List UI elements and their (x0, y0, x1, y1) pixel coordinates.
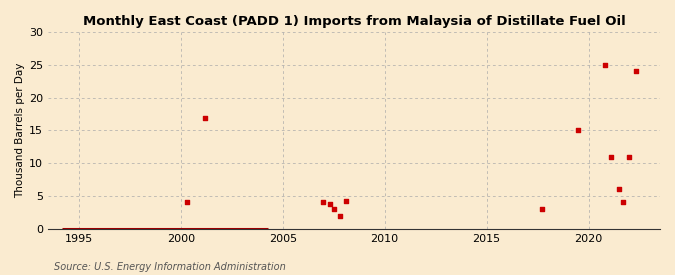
Point (630, 69, 641, 73)
Text: Source: U.S. Energy Information Administration: Source: U.S. Energy Information Administ… (54, 262, 286, 272)
Title: Monthly East Coast (PADD 1) Imports from Malaysia of Distillate Fuel Oil: Monthly East Coast (PADD 1) Imports from… (83, 15, 626, 28)
Point (605, 154, 616, 159)
Point (618, 200, 628, 205)
Point (614, 187, 624, 191)
Point (324, 202, 335, 206)
Point (318, 200, 329, 205)
Point (624, 154, 634, 159)
Point (334, 213, 345, 218)
Point (328, 207, 339, 211)
Y-axis label: Thousand Barrels per Day: Thousand Barrels per Day (15, 63, 25, 198)
Point (340, 199, 351, 203)
Point (200, 116, 211, 121)
Point (537, 207, 547, 211)
Point (182, 200, 192, 205)
Point (599, 62, 610, 67)
Point (573, 128, 584, 133)
